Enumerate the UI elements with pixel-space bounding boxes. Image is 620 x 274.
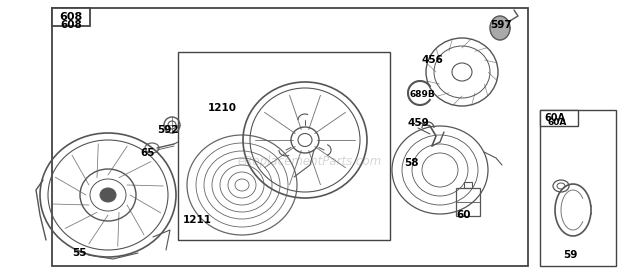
Bar xyxy=(178,52,390,240)
Text: 597: 597 xyxy=(490,20,511,30)
Text: 592: 592 xyxy=(157,125,179,135)
Text: 456: 456 xyxy=(422,55,444,65)
Bar xyxy=(464,182,472,188)
Bar xyxy=(52,8,528,266)
Ellipse shape xyxy=(100,188,116,202)
Bar xyxy=(540,110,578,126)
Text: 60A: 60A xyxy=(544,113,565,123)
Text: eReplacementParts.com: eReplacementParts.com xyxy=(238,156,382,169)
Text: 608: 608 xyxy=(59,12,82,22)
Text: 459: 459 xyxy=(408,118,430,128)
Text: 65: 65 xyxy=(140,148,154,158)
Text: 58: 58 xyxy=(404,158,418,168)
Text: 59: 59 xyxy=(563,250,577,260)
Text: 60: 60 xyxy=(456,210,471,220)
Bar xyxy=(52,8,90,26)
Bar xyxy=(456,188,480,216)
Bar xyxy=(540,110,616,266)
Polygon shape xyxy=(490,16,510,40)
Text: 1210: 1210 xyxy=(208,103,237,113)
Text: 689B: 689B xyxy=(410,90,436,99)
Text: 60A: 60A xyxy=(548,118,567,127)
Text: 1211: 1211 xyxy=(183,215,212,225)
Text: 608: 608 xyxy=(60,20,82,30)
Text: 55: 55 xyxy=(72,248,87,258)
